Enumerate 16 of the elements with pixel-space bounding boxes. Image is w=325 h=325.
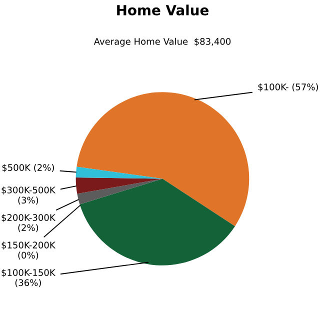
chart-subtitle: Average Home Value $83,400 bbox=[94, 38, 231, 47]
pie-slice bbox=[76, 178, 162, 194]
data-label: (3%) bbox=[18, 196, 38, 205]
data-label: (36%) bbox=[15, 279, 41, 288]
chart-title: Home Value bbox=[117, 4, 208, 16]
pie-slice bbox=[77, 178, 162, 204]
pie-slice bbox=[76, 92, 250, 226]
slice-label: $300K-500K bbox=[2, 186, 56, 195]
slice-label: $100K- (57%) bbox=[258, 83, 318, 92]
pie-slice bbox=[80, 178, 236, 266]
slice-label: $500K (2%) bbox=[2, 164, 54, 172]
slice-label: $100K-150K bbox=[2, 268, 56, 278]
data-label: (2%) bbox=[18, 224, 38, 232]
slice-label: $200K-300K bbox=[2, 214, 56, 222]
category-label: $150K-200K bbox=[2, 241, 56, 250]
text: (0%) bbox=[18, 252, 38, 260]
